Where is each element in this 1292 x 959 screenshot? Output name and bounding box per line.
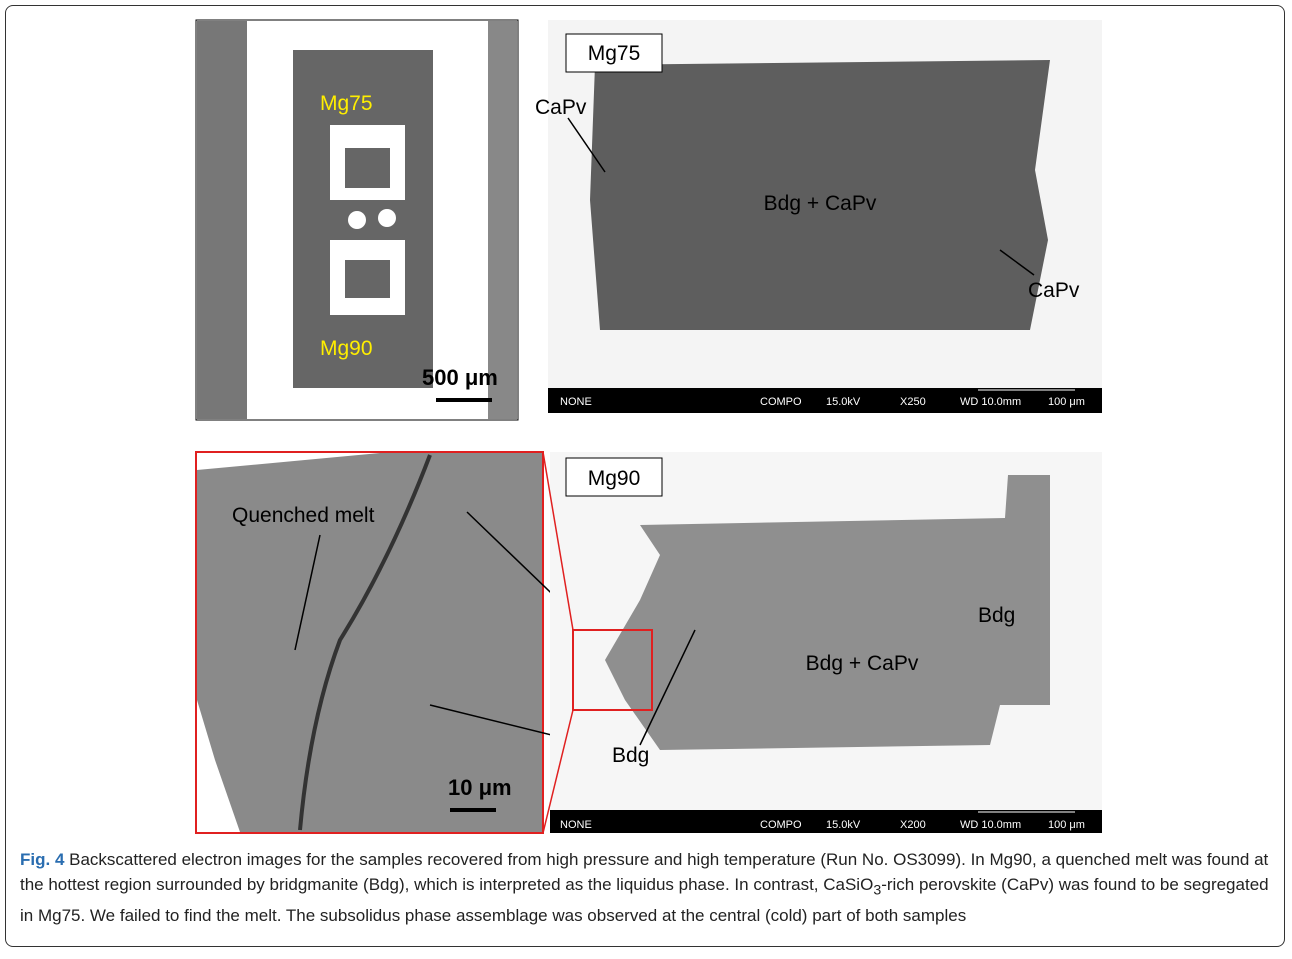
info-text: 15.0kV bbox=[826, 396, 861, 408]
info-text: X200 bbox=[900, 819, 926, 831]
phase-label: Bdg bbox=[612, 744, 649, 767]
phase-label: Quenched melt bbox=[232, 504, 375, 527]
info-text: NONE bbox=[560, 396, 592, 408]
info-text: COMPO bbox=[760, 819, 802, 831]
panel-b: Mg75 CaPv Bdg + CaPv CaPv NONE COMPO 15.… bbox=[535, 20, 1102, 413]
caption-label: Fig. 4 bbox=[20, 850, 64, 869]
info-text: NONE bbox=[560, 819, 592, 831]
info-text: 100 μm bbox=[1048, 396, 1085, 408]
panel-c: Quenched melt 10 μm bbox=[196, 452, 600, 833]
sample-label: Mg75 bbox=[588, 42, 641, 65]
sample-label: Mg90 bbox=[588, 467, 641, 490]
phase-label: Bdg + CaPv bbox=[806, 652, 919, 675]
info-text: 100 μm bbox=[1048, 819, 1085, 831]
caption: Fig. 4 Backscattered electron images for… bbox=[20, 847, 1272, 928]
sample-label: Mg75 bbox=[320, 92, 373, 115]
phase-label: CaPv bbox=[535, 96, 587, 119]
figure: Mg75 Mg90 500 μm Mg75 CaPv Bdg + CaPv Ca… bbox=[0, 0, 1292, 845]
panel-a: Mg75 Mg90 500 μm bbox=[196, 20, 518, 420]
info-text: X250 bbox=[900, 396, 926, 408]
info-text: WD 10.0mm bbox=[960, 396, 1021, 408]
phase-label: Bdg bbox=[978, 604, 1015, 627]
panel-d: Mg90 Bdg Bdg + CaPv Bdg NONE COMPO 15.0k… bbox=[543, 452, 1102, 833]
scale-bar-label: 500 μm bbox=[422, 365, 498, 390]
caption-subscript: 3 bbox=[873, 882, 881, 898]
scale-bar-label: 10 μm bbox=[448, 775, 512, 800]
phase-label: CaPv bbox=[1028, 279, 1080, 302]
info-text: COMPO bbox=[760, 396, 802, 408]
info-text: 15.0kV bbox=[826, 819, 861, 831]
sample-label: Mg90 bbox=[320, 337, 373, 360]
info-text: WD 10.0mm bbox=[960, 819, 1021, 831]
phase-label: Bdg + CaPv bbox=[764, 192, 877, 215]
